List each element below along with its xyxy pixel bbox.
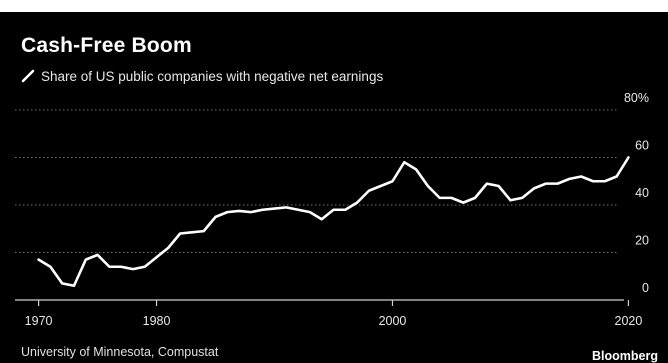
x-tick-label-2020: 2020 [615,314,643,328]
legend: Share of US public companies with negati… [21,67,383,85]
bloomberg-logo: Bloomberg [592,349,658,363]
chart-title: Cash-Free Boom [21,34,192,57]
x-tick-label-1980: 1980 [143,314,171,328]
top-border [0,0,668,12]
series-line-0 [37,156,630,288]
y-axis-ticks: 0 20 40 60 80% [624,91,649,295]
x-axis: 1970 1980 2000 2020 [15,299,643,328]
y-tick-label-0: 0 [642,281,649,295]
y-tick-label-80: 80% [624,91,649,105]
x-tick-label-1970: 1970 [25,314,53,328]
legend-line-icon [21,69,35,83]
grid-lines [15,109,618,253]
y-tick-label-60: 60 [635,139,649,153]
legend-label: Share of US public companies with negati… [41,68,384,84]
y-tick-label-20: 20 [635,234,649,248]
series-group [37,156,630,288]
source-note: University of Minnesota, Compustat [21,345,219,359]
x-tick-label-2000: 2000 [379,314,407,328]
y-tick-label-40: 40 [635,186,649,200]
